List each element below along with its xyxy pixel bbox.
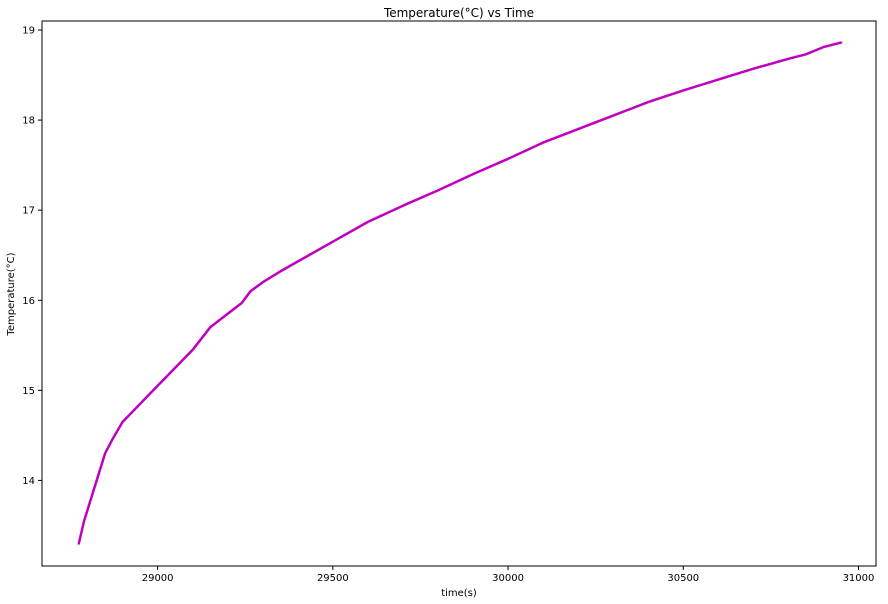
temperature-series-line <box>77 41 843 545</box>
chart-title: Temperature(°C) vs Time <box>383 6 534 20</box>
y-tick-label: 14 <box>22 476 35 487</box>
x-tick-label: 29500 <box>317 573 349 584</box>
y-tick-label: 19 <box>22 26 35 37</box>
x-tick-label: 31000 <box>843 573 875 584</box>
y-tick-label: 18 <box>22 116 35 127</box>
y-tick-label: 15 <box>22 386 35 397</box>
x-axis: 29000 29500 30000 30500 31000 <box>142 566 875 584</box>
x-axis-label: time(s) <box>441 588 477 599</box>
plot-area <box>41 20 877 567</box>
x-tick-label: 29000 <box>142 573 174 584</box>
y-tick-label: 16 <box>22 296 35 307</box>
x-tick-label: 30500 <box>667 573 699 584</box>
x-tick-label: 30000 <box>492 573 524 584</box>
y-axis: 14 15 16 17 18 19 <box>22 26 42 487</box>
y-tick-label: 17 <box>22 206 35 217</box>
y-axis-label: Temperature(°C) <box>6 252 17 336</box>
